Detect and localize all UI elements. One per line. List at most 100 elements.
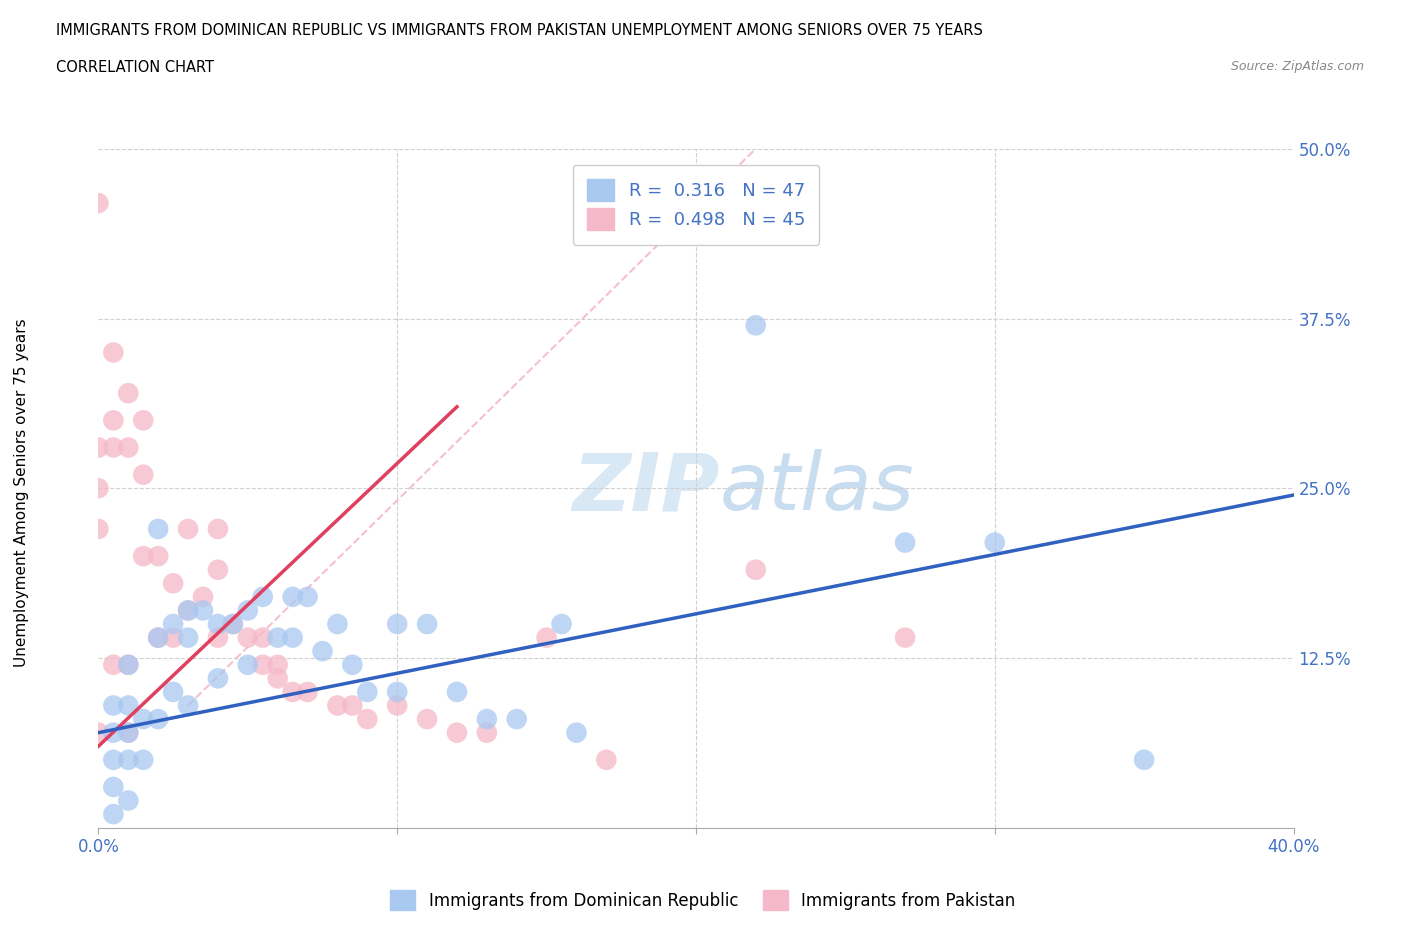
Point <box>385 698 409 713</box>
Point <box>87 522 110 537</box>
Point <box>536 631 558 645</box>
Point <box>475 711 498 726</box>
Point <box>103 345 125 360</box>
Point <box>177 631 200 645</box>
Text: ZIP: ZIP <box>572 449 720 527</box>
Text: Source: ZipAtlas.com: Source: ZipAtlas.com <box>1230 60 1364 73</box>
Point <box>446 725 468 740</box>
Point <box>148 631 170 645</box>
Point <box>385 617 409 631</box>
Point <box>117 725 139 740</box>
Point <box>162 684 184 699</box>
Point <box>1133 752 1156 767</box>
Point <box>550 617 572 631</box>
Point <box>475 725 498 740</box>
Point <box>326 698 349 713</box>
Point <box>177 603 200 618</box>
Point <box>984 535 1007 550</box>
Point <box>267 631 290 645</box>
Point <box>148 631 170 645</box>
Point <box>207 617 229 631</box>
Point <box>281 684 304 699</box>
Text: CORRELATION CHART: CORRELATION CHART <box>56 60 214 75</box>
Point <box>87 195 110 210</box>
Point <box>281 631 304 645</box>
Text: Unemployment Among Seniors over 75 years: Unemployment Among Seniors over 75 years <box>14 319 28 667</box>
Point <box>162 631 184 645</box>
Point <box>252 631 274 645</box>
Point <box>117 386 139 401</box>
Point <box>132 413 155 428</box>
Point <box>148 711 170 726</box>
Legend: R =  0.316   N = 47, R =  0.498   N = 45: R = 0.316 N = 47, R = 0.498 N = 45 <box>572 165 820 245</box>
Point <box>207 671 229 685</box>
Point <box>177 603 200 618</box>
Point <box>117 725 139 740</box>
Text: atlas: atlas <box>720 449 915 527</box>
Point <box>356 711 378 726</box>
Point <box>894 631 917 645</box>
Point <box>416 617 439 631</box>
Point <box>191 603 214 618</box>
Point <box>506 711 529 726</box>
Point <box>207 522 229 537</box>
Point <box>87 725 110 740</box>
Point <box>745 563 768 578</box>
Point <box>132 711 155 726</box>
Point <box>103 658 125 672</box>
Point <box>236 603 259 618</box>
Point <box>326 617 349 631</box>
Point <box>446 684 468 699</box>
Point <box>117 658 139 672</box>
Point <box>311 644 333 658</box>
Point <box>132 752 155 767</box>
Point <box>565 725 588 740</box>
Point <box>416 711 439 726</box>
Point <box>117 752 139 767</box>
Point <box>132 467 155 482</box>
Point <box>103 698 125 713</box>
Point <box>117 440 139 455</box>
Point <box>103 779 125 794</box>
Point <box>207 631 229 645</box>
Point <box>103 752 125 767</box>
Point <box>103 413 125 428</box>
Point <box>191 590 214 604</box>
Point <box>385 684 409 699</box>
Point <box>162 576 184 591</box>
Point <box>103 725 125 740</box>
Point <box>148 549 170 564</box>
Point <box>177 698 200 713</box>
Point <box>117 793 139 808</box>
Point <box>252 658 274 672</box>
Point <box>297 684 319 699</box>
Point <box>745 318 768 333</box>
Point <box>267 671 290 685</box>
Point <box>117 698 139 713</box>
Text: IMMIGRANTS FROM DOMINICAN REPUBLIC VS IMMIGRANTS FROM PAKISTAN UNEMPLOYMENT AMON: IMMIGRANTS FROM DOMINICAN REPUBLIC VS IM… <box>56 23 983 38</box>
Point <box>281 590 304 604</box>
Point <box>894 535 917 550</box>
Point <box>207 563 229 578</box>
Point <box>162 617 184 631</box>
Point <box>103 806 125 821</box>
Point <box>177 522 200 537</box>
Point <box>342 658 364 672</box>
Point <box>103 440 125 455</box>
Point <box>595 752 617 767</box>
Point <box>222 617 245 631</box>
Point <box>356 684 378 699</box>
Point <box>236 631 259 645</box>
Point <box>236 658 259 672</box>
Legend: Immigrants from Dominican Republic, Immigrants from Pakistan: Immigrants from Dominican Republic, Immi… <box>384 884 1022 917</box>
Point <box>267 658 290 672</box>
Point <box>132 549 155 564</box>
Point <box>87 440 110 455</box>
Point <box>297 590 319 604</box>
Point <box>117 658 139 672</box>
Point <box>342 698 364 713</box>
Point <box>222 617 245 631</box>
Point <box>148 522 170 537</box>
Point <box>87 481 110 496</box>
Point <box>252 590 274 604</box>
